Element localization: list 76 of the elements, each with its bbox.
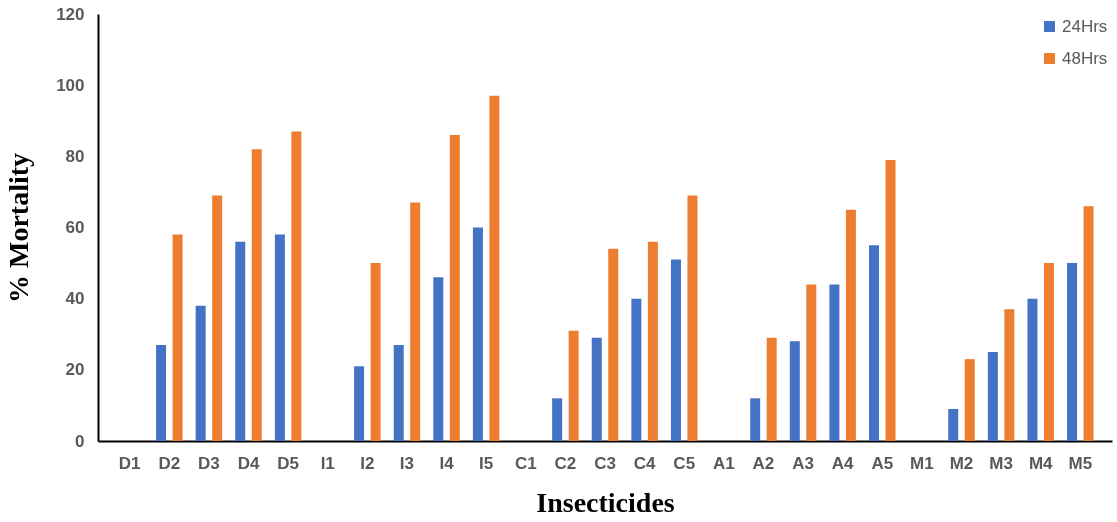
x-tick-label: M3 [989, 453, 1013, 473]
bar [1083, 206, 1094, 441]
legend-label: 24Hrs [1062, 16, 1108, 36]
bar [591, 337, 602, 441]
bar [172, 234, 183, 441]
bar [845, 209, 856, 441]
bar [212, 195, 223, 441]
bar [1067, 263, 1078, 441]
bar [552, 398, 563, 441]
bar [489, 95, 500, 441]
x-tick-label: I2 [360, 453, 375, 473]
bar [195, 305, 206, 441]
bar [1004, 309, 1015, 441]
x-tick-label: A1 [712, 453, 735, 473]
x-tick-label: M2 [949, 453, 974, 473]
x-tick-label: I4 [439, 453, 455, 473]
bar [608, 248, 619, 441]
y-tick-label: 120 [56, 4, 85, 24]
legend-label: 48Hrs [1062, 48, 1108, 68]
bar [251, 149, 262, 441]
bar [393, 344, 404, 441]
bar [750, 398, 761, 441]
bar [291, 131, 302, 441]
x-tick-label: I3 [399, 453, 415, 473]
x-tick-label: M1 [910, 453, 934, 473]
y-axis-title: % Mortality [3, 152, 35, 304]
x-axis-title: Insecticides [536, 486, 675, 518]
bar [433, 277, 444, 441]
y-tick-label: 0 [75, 431, 85, 451]
bar [687, 195, 698, 441]
y-tick-label: 100 [56, 75, 85, 95]
x-tick-label: D4 [237, 453, 260, 473]
x-tick-label: M5 [1068, 453, 1093, 473]
bar [964, 359, 975, 441]
bar [647, 241, 658, 441]
bar [885, 159, 896, 441]
bar [235, 241, 246, 441]
bar [631, 298, 642, 441]
x-tick-label: D5 [277, 453, 299, 473]
x-tick-label: I5 [479, 453, 494, 473]
x-tick-label: M4 [1028, 453, 1054, 473]
x-tick-label: D2 [158, 453, 181, 473]
x-tick-label: A2 [752, 453, 775, 473]
y-tick-label: 80 [65, 146, 85, 166]
x-tick-label: C1 [514, 453, 537, 473]
bar [370, 263, 381, 441]
x-tick-label: C5 [673, 453, 696, 473]
x-tick-label: I1 [320, 453, 335, 473]
y-tick-label: 20 [65, 360, 85, 380]
x-tick-label: C3 [594, 453, 616, 473]
bar [1043, 263, 1054, 441]
bar [449, 134, 460, 441]
bar [354, 366, 365, 441]
bar [274, 234, 285, 441]
x-tick-label: D3 [198, 453, 220, 473]
bar [806, 284, 817, 441]
bar [869, 245, 880, 441]
bar [987, 352, 998, 441]
bar [410, 202, 421, 441]
x-tick-label: A3 [792, 453, 814, 473]
bar [670, 259, 681, 441]
bar [568, 330, 579, 441]
x-tick-label: A5 [871, 453, 894, 473]
bar [948, 408, 959, 441]
bar [829, 284, 840, 441]
bar [766, 337, 777, 441]
bar [156, 344, 167, 441]
y-tick-label: 60 [65, 218, 85, 237]
bar [789, 341, 800, 441]
x-tick-label: D1 [118, 453, 141, 473]
bar [472, 227, 483, 441]
bar [1027, 298, 1038, 441]
x-tick-label: A4 [831, 453, 855, 473]
x-tick-label: C4 [633, 453, 657, 473]
x-tick-label: C2 [554, 453, 577, 473]
y-tick-label: 40 [65, 289, 85, 309]
